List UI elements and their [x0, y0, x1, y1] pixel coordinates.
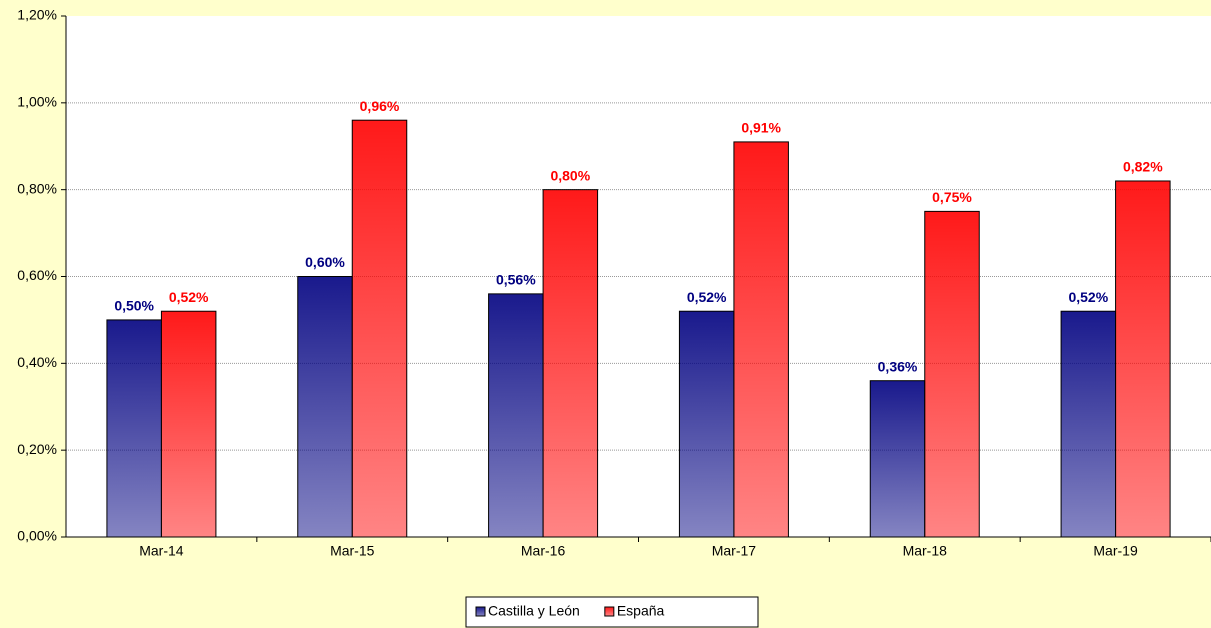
value-label: 0,60%: [305, 254, 345, 270]
y-tick-label: 1,00%: [17, 94, 57, 110]
y-tick-label: 0,60%: [17, 267, 57, 283]
value-label: 0,56%: [496, 272, 536, 288]
y-tick-label: 1,20%: [17, 7, 57, 23]
x-tick-label: Mar-19: [1093, 543, 1138, 559]
bar: [542, 189, 599, 538]
legend-swatch: [604, 606, 615, 617]
legend-swatch: [475, 606, 486, 617]
value-label: 0,96%: [360, 98, 400, 114]
y-tick-label: 0,80%: [17, 180, 57, 196]
bar: [733, 141, 789, 538]
bar: [106, 319, 162, 538]
legend-label: Castilla y León: [488, 603, 580, 619]
value-label: 0,52%: [687, 289, 727, 305]
legend-label: España: [617, 603, 665, 619]
bar: [351, 119, 408, 538]
x-tick-label: Mar-15: [330, 543, 375, 559]
bar: [869, 380, 926, 538]
value-label: 0,82%: [1123, 159, 1163, 175]
y-tick-label: 0,20%: [17, 441, 57, 457]
bar: [1060, 310, 1117, 538]
value-label: 0,52%: [169, 289, 209, 305]
bar: [924, 210, 980, 538]
x-tick-label: Mar-17: [712, 543, 757, 559]
value-label: 0,80%: [550, 167, 590, 183]
value-label: 0,50%: [114, 298, 154, 314]
bar: [160, 310, 217, 538]
value-label: 0,75%: [932, 189, 972, 205]
bar: [678, 310, 735, 538]
y-tick-label: 0,40%: [17, 354, 57, 370]
value-label: 0,91%: [741, 120, 781, 136]
x-tick-label: Mar-16: [521, 543, 566, 559]
value-label: 0,52%: [1068, 289, 1108, 305]
y-tick-label: 0,00%: [17, 528, 57, 544]
legend: Castilla y León España: [465, 596, 759, 628]
bar: [297, 276, 353, 538]
bar: [488, 293, 544, 538]
x-tick-label: Mar-18: [903, 543, 948, 559]
value-label: 0,36%: [878, 358, 918, 374]
bar: [1115, 180, 1171, 538]
x-tick-label: Mar-14: [139, 543, 184, 559]
